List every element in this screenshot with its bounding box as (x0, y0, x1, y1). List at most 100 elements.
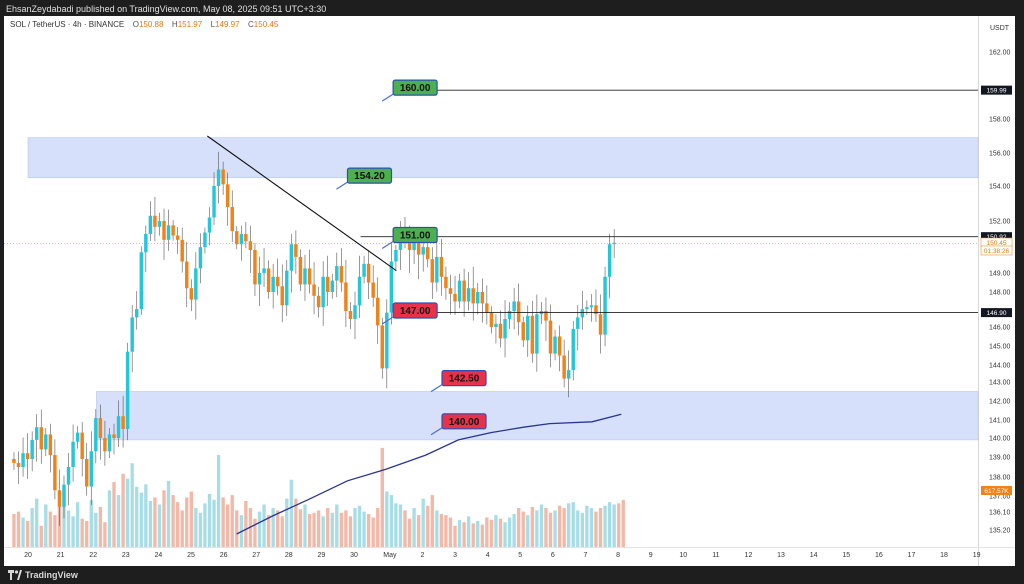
candle-body (521, 322, 525, 341)
candle-body (189, 288, 194, 300)
sr-zone-2[interactable] (96, 391, 979, 441)
volume-bar (371, 517, 375, 547)
volume-bar (562, 508, 566, 547)
candle-body (412, 242, 416, 250)
x-tick-label: 15 (842, 552, 850, 559)
volume-bar (121, 473, 125, 547)
volume-bar (235, 510, 239, 547)
volume-bar (21, 517, 25, 547)
candle-body (207, 217, 212, 233)
price-axis-badge-text: 146.90 (987, 310, 1007, 317)
price-level-badge[interactable] (392, 302, 438, 319)
high-value: 151.97 (177, 20, 203, 29)
price-axis-badge (981, 232, 1012, 242)
high-label: H (171, 20, 178, 29)
sr-zone-1[interactable] (27, 137, 979, 179)
x-tick-label: 3 (453, 552, 457, 559)
price-level-badge[interactable] (441, 370, 487, 387)
volume-bar (366, 513, 371, 547)
candle-body (116, 416, 121, 438)
volume-bar (257, 511, 262, 547)
publisher-line: EhsanZeydabadi published on TradingView.… (6, 4, 327, 14)
volume-bar (339, 512, 344, 547)
y-tick-label: 135.20 (989, 528, 1011, 535)
tradingview-logo-icon (8, 570, 22, 580)
volume-bar (171, 495, 175, 547)
volume-bar (289, 479, 294, 547)
candle-body (212, 186, 216, 218)
label-arrow (430, 384, 443, 393)
price-level-badge[interactable] (392, 79, 438, 96)
volume-bar (30, 508, 34, 547)
candle-body (507, 311, 512, 319)
x-tick-label: 9 (649, 552, 653, 559)
price-level-badge[interactable] (392, 226, 438, 244)
volume-bar (16, 511, 21, 547)
candle-body (580, 309, 585, 318)
volume-bar (448, 517, 453, 547)
label-arrow (381, 240, 394, 250)
volume-bar (380, 447, 384, 547)
price-level-badge[interactable] (346, 167, 393, 184)
volume-bar (139, 492, 143, 547)
volume-bar (62, 493, 66, 547)
candle-body (166, 225, 171, 240)
symbol-label[interactable]: SOL / TetherUS · 4h · BINANCE (10, 20, 125, 29)
candle-body (275, 276, 280, 287)
price-level-badge[interactable] (441, 413, 487, 430)
volume-bar (207, 493, 212, 547)
x-tick-label: 17 (908, 552, 916, 559)
volume-bar (430, 495, 434, 547)
low-label: L (210, 20, 216, 29)
candle-body (34, 427, 39, 440)
volume-bar (512, 513, 516, 547)
candle-body (94, 418, 98, 452)
tradingview-brand[interactable]: TradingView (8, 569, 78, 581)
volume-bar (94, 512, 98, 547)
chart-panel[interactable]: 160.00 154.20 151.00 147.00 142.50 140.00 USDT… (4, 16, 1015, 566)
volume-bar (221, 497, 225, 547)
volume-bar (344, 510, 348, 547)
candle-body (257, 273, 262, 285)
candle-body (389, 261, 394, 313)
volume-bar (262, 504, 266, 547)
price-chart[interactable]: 160.00 154.20 151.00 147.00 142.50 140.00 USDT… (4, 16, 1015, 566)
volume-bar (335, 504, 339, 547)
x-tick-label: 13 (777, 552, 785, 559)
candle-body (66, 467, 71, 485)
candle-body (453, 293, 457, 302)
volume-bar (589, 508, 594, 547)
candle-body (566, 370, 571, 379)
x-tick-label: 12 (745, 552, 753, 559)
candle-body (394, 250, 398, 262)
x-tick-label: 27 (252, 552, 260, 559)
volume-bar (244, 500, 248, 547)
candle-body (130, 317, 134, 352)
volume-bar (439, 513, 444, 547)
candle-countdown-badge-text: 01:38:26 (984, 248, 1010, 255)
volume-bar (398, 504, 403, 547)
low-value: 149.97 (215, 20, 240, 29)
candle-body (139, 252, 144, 310)
candle-body (544, 311, 548, 321)
volume-bar (571, 502, 575, 547)
label-arrow (381, 316, 394, 325)
candle-body (262, 268, 266, 273)
trendline[interactable] (206, 135, 397, 272)
volume-bar (612, 504, 616, 547)
volume-bar (471, 523, 475, 547)
volume-bar (144, 484, 148, 547)
volume-bar (53, 515, 57, 547)
price-axis-badge (981, 85, 1012, 95)
candle-body (307, 268, 312, 285)
moving-average-line[interactable] (236, 413, 622, 535)
x-tick-label: 29 (318, 552, 326, 559)
candle-body (380, 325, 384, 369)
x-tick-label: 21 (57, 552, 65, 559)
candle-body (153, 215, 157, 227)
volume-bar (116, 495, 121, 547)
candle-body (576, 317, 580, 329)
volume-bar (57, 505, 62, 547)
volume-bar (544, 508, 548, 547)
volume-bar (66, 510, 71, 547)
